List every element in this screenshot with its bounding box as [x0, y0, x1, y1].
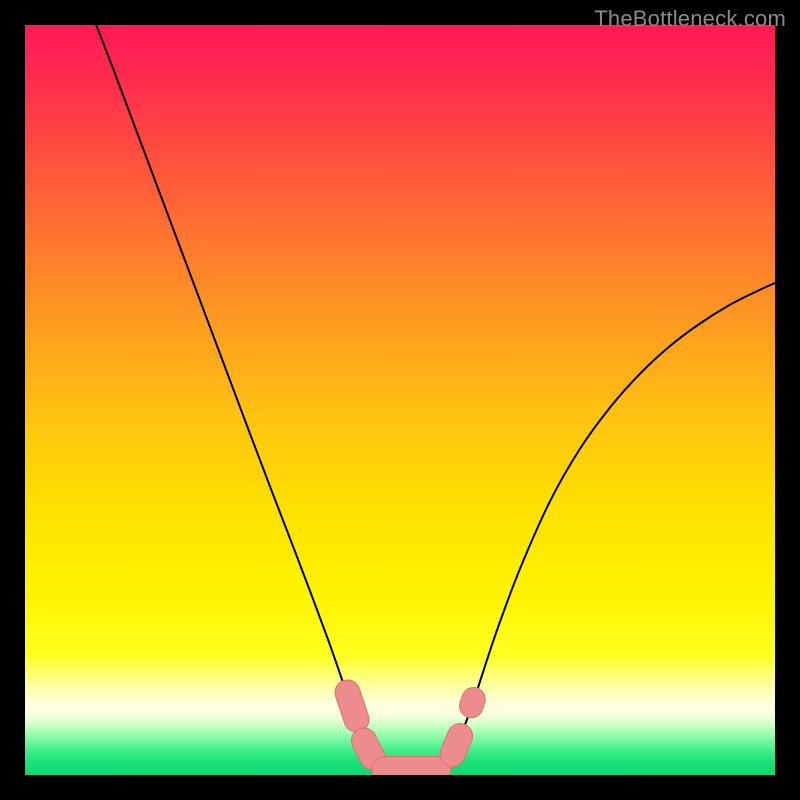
chart-gradient-bg [25, 25, 775, 775]
bottleneck-chart [0, 0, 800, 800]
chart-root: TheBottleneck.com [0, 0, 800, 800]
marker-capsule [348, 693, 357, 720]
marker-capsule [364, 741, 372, 758]
marker-capsule [471, 699, 473, 706]
marker-capsule [453, 736, 461, 754]
